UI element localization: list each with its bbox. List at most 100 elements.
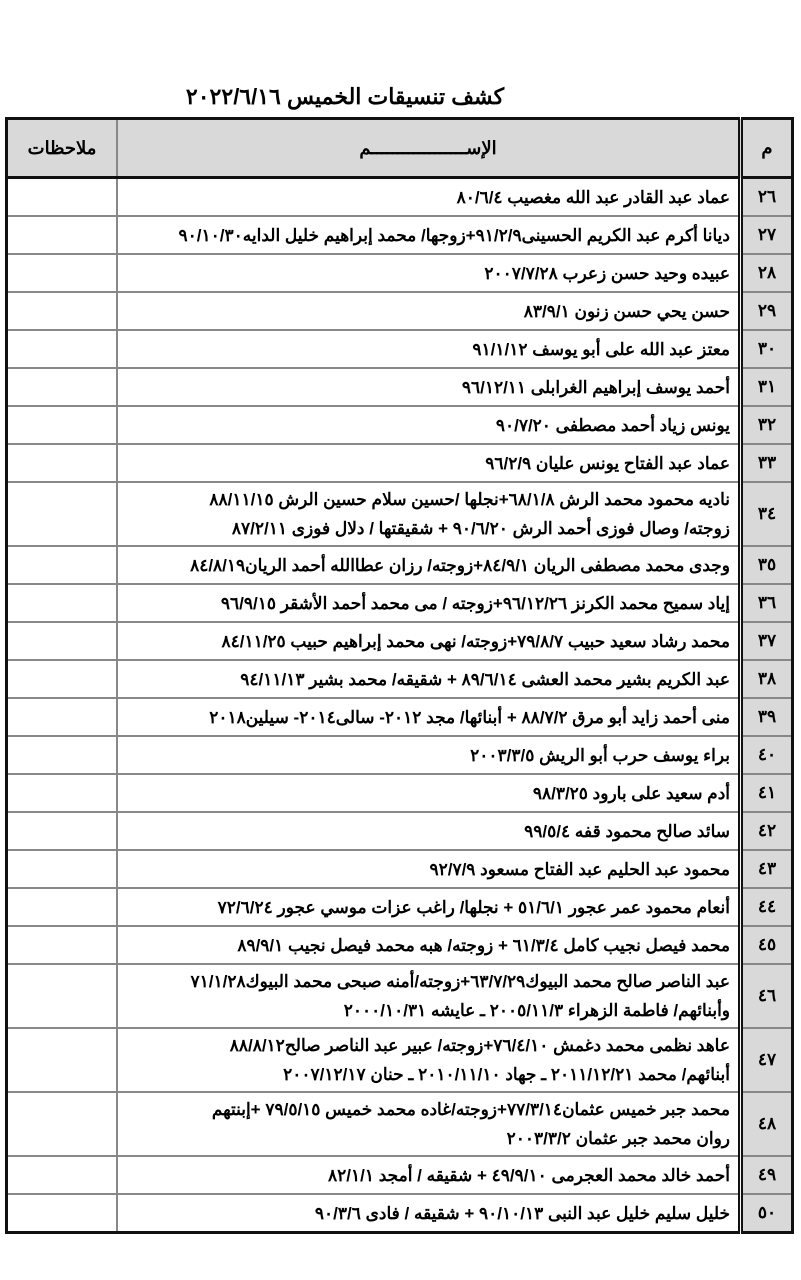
row-name: أحمد خالد محمد العجرمى ٤٩/٩/١٠ + شقيقه /…: [116, 1155, 742, 1195]
name-line: عبد الناصر صالح محمد البيوك٦٣/٧/٢٩+زوجته…: [190, 972, 730, 991]
row-notes: [5, 367, 118, 407]
row-name: عبد الناصر صالح محمد البيوك٦٣/٧/٢٩+زوجته…: [116, 963, 742, 1029]
row-name: ناديه محمود محمد الرش ٦٨/١/٨+نجلها /حسين…: [116, 481, 742, 547]
row-name: عبد الكريم بشير محمد العشى ٨٩/٦/١٤ + شقي…: [116, 659, 742, 699]
row-notes: [5, 735, 118, 775]
name-line: يونس زياد أحمد مصطفى ٩٠/٧/٢٠: [495, 415, 730, 435]
row-number: ٣٩: [738, 697, 794, 737]
row-notes: [5, 583, 118, 623]
name-line: محمود عبد الحليم عبد الفتاح مسعود ٩٢/٧/٩: [429, 859, 730, 879]
table-row: ٣٥ وجدى محمد مصطفى الريان ٨٤/٩/١+زوجته/ ر…: [5, 545, 794, 585]
header-number: م: [738, 117, 794, 179]
table-row: ٤٠ براء يوسف حرب أبو الريش ٢٠٠٣/٣/٥: [5, 735, 794, 775]
name-line: عبد الكريم بشير محمد العشى ٨٩/٦/١٤ + شقي…: [240, 669, 730, 689]
row-notes: [5, 253, 118, 293]
row-number: ٣٨: [738, 659, 794, 699]
row-notes: [5, 215, 118, 255]
row-number: ٤٧: [738, 1027, 794, 1093]
row-notes: [5, 1193, 118, 1234]
name-line: سائد صالح محمود قفه ٩٩/٥/٤: [524, 821, 730, 841]
name-line: عماد عبد الفتاح يونس عليان ٩٦/٢/٩: [485, 453, 730, 473]
row-number: ٤٥: [738, 925, 794, 965]
table-row: ٣٤ ناديه محمود محمد الرش ٦٨/١/٨+نجلها /حس…: [5, 481, 794, 547]
row-notes: [5, 773, 118, 813]
row-number: ٤١: [738, 773, 794, 813]
header-name: الإســــــــــــــــــم: [116, 117, 742, 179]
row-name: عبيده وحيد حسن زعرب ٢٠٠٧/٧/٢٨: [116, 253, 742, 293]
row-notes: [5, 545, 118, 585]
row-number: ٢٧: [738, 215, 794, 255]
name-line: معتز عبد الله على أبو يوسف ٩١/١/١٢: [472, 339, 730, 359]
table-row: ٤٢ سائد صالح محمود قفه ٩٩/٥/٤: [5, 811, 794, 851]
name-line: زوجته/ وصال فوزى أحمد الرش ٩٠/٦/٢٠ + شقي…: [231, 519, 730, 538]
row-number: ٤٢: [738, 811, 794, 851]
row-name: محمد فيصل نجيب كامل ٦١/٣/٤ + زوجته/ هبه …: [116, 925, 742, 965]
name-line: أحمد يوسف إبراهيم الغرابلى ٩٦/١٢/١١: [461, 377, 730, 397]
table-row: ٣٢ يونس زياد أحمد مصطفى ٩٠/٧/٢٠: [5, 405, 794, 445]
row-name: عاهد نظمى محمد دغمش ٧٦/٤/١٠+زوجته/ عبير …: [116, 1027, 742, 1093]
row-number: ٤٨: [738, 1091, 794, 1157]
row-notes: [5, 291, 118, 331]
row-notes: [5, 659, 118, 699]
table-row: ٣٩ منى أحمد زايد أبو مرق ٨٨/٧/٢ + أبنائها…: [5, 697, 794, 737]
row-number: ٤٩: [738, 1155, 794, 1195]
row-name: محمد رشاد سعيد حبيب ٧٩/٨/٧+زوجته/ نهى مح…: [116, 621, 742, 661]
row-number: ٤٤: [738, 887, 794, 927]
table-row: ٤٧ عاهد نظمى محمد دغمش ٧٦/٤/١٠+زوجته/ عبي…: [5, 1027, 794, 1093]
table-row: ٣٨ عبد الكريم بشير محمد العشى ٨٩/٦/١٤ + ش…: [5, 659, 794, 699]
table-row: ٤٣ محمود عبد الحليم عبد الفتاح مسعود ٩٢/٧…: [5, 849, 794, 889]
row-name: حسن يحي حسن زنون ٨٣/٩/١: [116, 291, 742, 331]
header-notes: ملاحظات: [5, 117, 118, 179]
row-name: سائد صالح محمود قفه ٩٩/٥/٤: [116, 811, 742, 851]
name-line: عبيده وحيد حسن زعرب ٢٠٠٧/٧/٢٨: [484, 263, 730, 283]
table-row: ٤٤ أنعام محمود عمر عجور ٥١/٦/١ + نجلها/ ر…: [5, 887, 794, 927]
row-name: محمود عبد الحليم عبد الفتاح مسعود ٩٢/٧/٩: [116, 849, 742, 889]
name-line: خليل سليم خليل عبد النبى ٩٠/١٠/١٣ + شقيق…: [314, 1203, 730, 1223]
name-line: عاهد نظمى محمد دغمش ٧٦/٤/١٠+زوجته/ عبير …: [229, 1036, 730, 1055]
header-row: م الإســــــــــــــــــم ملاحظات: [5, 117, 794, 179]
table-row: ٣٠ معتز عبد الله على أبو يوسف ٩١/١/١٢: [5, 329, 794, 369]
row-name: أحمد يوسف إبراهيم الغرابلى ٩٦/١٢/١١: [116, 367, 742, 407]
row-number: ٣٧: [738, 621, 794, 661]
table-row: ٤٥ محمد فيصل نجيب كامل ٦١/٣/٤ + زوجته/ هب…: [5, 925, 794, 965]
name-line: وأبنائهم/ فاطمة الزهراء ٢٠٠٥/١١/٣ ـ عايش…: [343, 1001, 730, 1020]
row-number: ٤٠: [738, 735, 794, 775]
row-notes: [5, 176, 118, 217]
row-name: يونس زياد أحمد مصطفى ٩٠/٧/٢٠: [116, 405, 742, 445]
row-number: ٤٣: [738, 849, 794, 889]
row-notes: [5, 963, 118, 1029]
row-name: معتز عبد الله على أبو يوسف ٩١/١/١٢: [116, 329, 742, 369]
table-row: ٣٧ محمد رشاد سعيد حبيب ٧٩/٨/٧+زوجته/ نهى …: [5, 621, 794, 661]
table-row: ٣١ أحمد يوسف إبراهيم الغرابلى ٩٦/١٢/١١: [5, 367, 794, 407]
name-line: وجدى محمد مصطفى الريان ٨٤/٩/١+زوجته/ رزا…: [190, 555, 730, 575]
row-number: ٣٠: [738, 329, 794, 369]
row-number: ٣١: [738, 367, 794, 407]
table-row: ٤٩ أحمد خالد محمد العجرمى ٤٩/٩/١٠ + شقيقه…: [5, 1155, 794, 1195]
table-row: ٣٦ إياد سميح محمد الكرنز ٩٦/١٢/٢٦+زوجته /…: [5, 583, 794, 623]
row-name: محمد جبر خميس عثمان٧٧/٣/١٤+زوجته/غاده مح…: [116, 1091, 742, 1157]
row-name: إياد سميح محمد الكرنز ٩٦/١٢/٢٦+زوجته / م…: [116, 583, 742, 623]
row-number: ٥٠: [738, 1193, 794, 1234]
name-line: أدم سعيد على بارود ٩٨/٣/٢٥: [532, 783, 730, 803]
row-notes: [5, 621, 118, 661]
coordination-table: م الإســــــــــــــــــم ملاحظات ٢٦ عماد…: [5, 117, 794, 1234]
name-line: براء يوسف حرب أبو الريش ٢٠٠٣/٣/٥: [470, 745, 730, 765]
table-row: ٣٣ عماد عبد الفتاح يونس عليان ٩٦/٢/٩: [5, 443, 794, 483]
row-number: ٢٩: [738, 291, 794, 331]
table-row: ٥٠ خليل سليم خليل عبد النبى ٩٠/١٠/١٣ + شق…: [5, 1193, 794, 1234]
table-row: ٢٦ عماد عبد القادر عبد الله مغصيب ٨٠/٦/٤: [5, 176, 794, 217]
row-notes: [5, 405, 118, 445]
name-line: محمد جبر خميس عثمان٧٧/٣/١٤+زوجته/غاده مح…: [211, 1100, 730, 1119]
row-number: ٣٢: [738, 405, 794, 445]
row-number: ٤٦: [738, 963, 794, 1029]
row-name: منى أحمد زايد أبو مرق ٨٨/٧/٢ + أبنائها/ …: [116, 697, 742, 737]
table-row: ٢٩ حسن يحي حسن زنون ٨٣/٩/١: [5, 291, 794, 331]
name-line: أنعام محمود عمر عجور ٥١/٦/١ + نجلها/ راغ…: [217, 897, 730, 917]
row-notes: [5, 925, 118, 965]
row-name: عماد عبد الفتاح يونس عليان ٩٦/٢/٩: [116, 443, 742, 483]
row-name: خليل سليم خليل عبد النبى ٩٠/١٠/١٣ + شقيق…: [116, 1193, 742, 1234]
row-notes: [5, 1091, 118, 1157]
page-title: كشف تنسيقات الخميس ٢٠٢٢/٦/١٦: [185, 84, 505, 109]
row-number: ٣٤: [738, 481, 794, 547]
row-name: وجدى محمد مصطفى الريان ٨٤/٩/١+زوجته/ رزا…: [116, 545, 742, 585]
